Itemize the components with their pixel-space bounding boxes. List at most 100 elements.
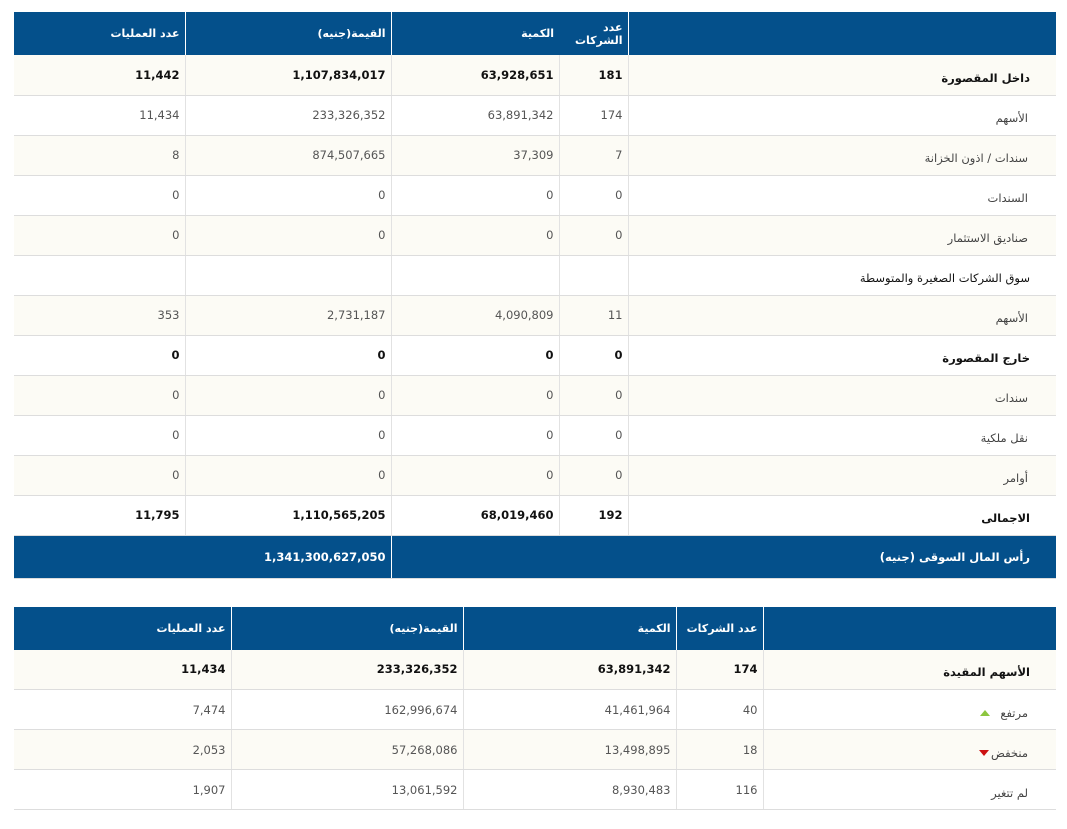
- quantity-text: 41,461,964: [604, 702, 671, 717]
- cell-companies: 192: [558, 495, 628, 536]
- value-text: 233,326,352: [312, 108, 386, 122]
- label-text: نقل ملكية: [980, 431, 1028, 445]
- label-text: سندات / اذون الخزانة: [924, 151, 1028, 165]
- cell-companies: 0: [558, 335, 628, 376]
- trades-text: 1,907: [192, 782, 226, 797]
- quantity-text: 63,891,342: [487, 108, 554, 122]
- label-text: الأسهم المقيدة: [943, 665, 1030, 680]
- cell-value: 0: [184, 455, 391, 496]
- companies-text: 11: [607, 308, 623, 322]
- quantity-text: 0: [546, 228, 554, 242]
- cell-trades: 353: [14, 295, 185, 336]
- trades-text: 2,053: [192, 742, 226, 757]
- value-text: 1,110,565,205: [292, 508, 386, 522]
- value-text: 0: [378, 428, 386, 442]
- cell-value: 0: [184, 415, 391, 456]
- label-text: داخل المقصورة: [941, 70, 1030, 85]
- value-text: 0: [377, 348, 386, 362]
- value-text: 233,326,352: [376, 662, 458, 677]
- companies-text: 192: [598, 508, 623, 522]
- cell-trades: 11,434: [14, 649, 231, 690]
- table-row: خارج المقصورة 0 0 0 0: [14, 335, 1056, 376]
- table-row: الأسهم 11 4,090,809 2,731,187 353: [14, 295, 1056, 336]
- market-cap-label: رأس المال السوقى (جنيه): [390, 535, 1056, 579]
- companies-text: 181: [598, 67, 623, 82]
- cell-label: سوق الشركات الصغيرة والمتوسطة: [627, 255, 1056, 296]
- quantity-text: 0: [546, 468, 554, 482]
- companies-text: 0: [615, 468, 623, 482]
- table-row: صناديق الاستثمار 0 0 0 0: [14, 215, 1056, 256]
- cell-value: 13,061,592: [230, 769, 463, 810]
- companies-text: 174: [600, 108, 623, 122]
- cell-companies: [558, 255, 628, 296]
- trades-text: 11,434: [139, 108, 180, 122]
- label-text: منخفض: [991, 745, 1028, 760]
- trades-text: 11,795: [135, 508, 180, 522]
- companies-text: 0: [614, 348, 623, 362]
- cell-quantity: 68,019,460: [390, 495, 559, 536]
- trades-text: 0: [172, 428, 180, 442]
- value-text: 874,507,665: [312, 148, 386, 162]
- cell-value: 0: [184, 215, 391, 256]
- label-text: أوامر: [1003, 471, 1028, 485]
- cell-companies: 0: [558, 375, 628, 416]
- header-trades: عدد العمليات: [14, 12, 185, 55]
- down-triangle-icon: [979, 750, 990, 756]
- table-row: سندات / اذون الخزانة 7 37,309 874,507,665 8: [14, 135, 1056, 176]
- cell-trades: 0: [14, 375, 185, 416]
- cell-quantity: 13,498,895: [462, 729, 676, 770]
- label-text: السندات: [987, 191, 1029, 205]
- table-row: نقل ملكية 0 0 0 0: [14, 415, 1056, 456]
- header-companies: عدد الشركات: [675, 606, 763, 650]
- table-row: منخفض 18 13,498,895 57,268,086 2,053: [14, 729, 1056, 770]
- table-row: الأسهم المقيدة 174 63,891,342 233,326,352 11…: [14, 649, 1056, 690]
- cell-label: سندات / اذون الخزانة: [627, 135, 1056, 176]
- cell-trades: 0: [14, 335, 185, 376]
- trades-text: 0: [172, 468, 180, 482]
- listed-stocks-table: عدد الشركات الكمية القيمة(جنيه) عدد العم…: [14, 606, 1056, 810]
- companies-text: 174: [733, 662, 758, 677]
- cell-label: أوامر: [627, 455, 1056, 496]
- header-label: [762, 606, 1056, 650]
- quantity-text: 0: [545, 348, 554, 362]
- header-label: [627, 12, 1056, 55]
- value-text: 0: [378, 468, 386, 482]
- cell-companies: 0: [558, 215, 628, 256]
- trades-text: 7,474: [192, 702, 226, 717]
- companies-text: 0: [615, 188, 623, 202]
- value-text: 0: [378, 388, 386, 402]
- cell-trades: 11,442: [14, 55, 185, 96]
- cell-quantity: 8,930,483: [462, 769, 676, 810]
- companies-text: 0: [615, 428, 623, 442]
- cell-companies: 0: [558, 175, 628, 216]
- label-text: خارج المقصورة: [942, 351, 1030, 365]
- companies-text: 7: [615, 148, 623, 162]
- cell-companies: 174: [558, 95, 628, 136]
- trades-text: 0: [171, 348, 180, 362]
- label-text: لم تتغير: [991, 785, 1028, 800]
- cell-label: السندات: [627, 175, 1056, 216]
- quantity-text: 0: [546, 428, 554, 442]
- cell-label: سندات: [627, 375, 1056, 416]
- cell-quantity: 63,891,342: [462, 649, 676, 690]
- value-text: 0: [378, 188, 386, 202]
- cell-value: 0: [184, 335, 391, 376]
- cell-quantity: 0: [390, 335, 559, 376]
- cell-value: 233,326,352: [230, 649, 463, 690]
- cell-value: 57,268,086: [230, 729, 463, 770]
- up-triangle-icon: [980, 710, 991, 716]
- trades-text: 11,442: [135, 67, 180, 82]
- cell-label: الأسهم: [627, 95, 1056, 136]
- cell-companies: 0: [558, 455, 628, 496]
- cell-companies: 181: [558, 55, 628, 96]
- cell-label: مرتفع: [762, 689, 1056, 730]
- cell-value: 1,107,834,017: [184, 55, 391, 96]
- trades-text: 0: [172, 188, 180, 202]
- value-text: 57,268,086: [391, 742, 458, 757]
- cell-quantity: 0: [390, 455, 559, 496]
- cell-quantity: 63,891,342: [390, 95, 559, 136]
- trades-text: 11,434: [181, 662, 226, 677]
- label-text: الاجمالى: [981, 511, 1030, 525]
- table-row: أوامر 0 0 0 0: [14, 455, 1056, 496]
- value-text: 1,107,834,017: [292, 67, 386, 82]
